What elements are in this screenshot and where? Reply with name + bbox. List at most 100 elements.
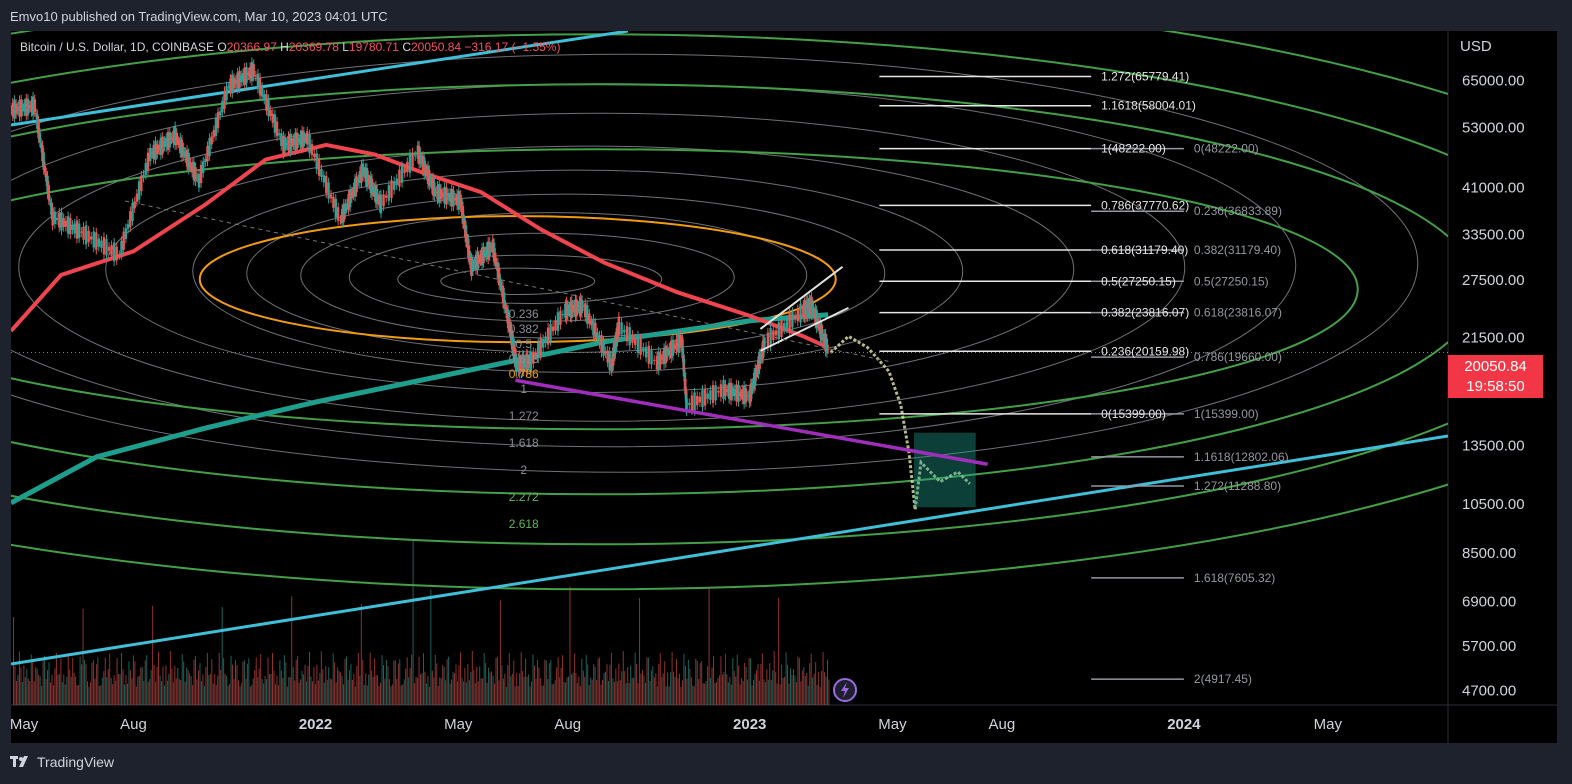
tradingview-brand[interactable]: TradingView [10, 754, 114, 770]
price-candle [623, 329, 626, 333]
volume-bar [66, 676, 68, 705]
price-candle [100, 240, 103, 248]
price-candle [30, 100, 33, 113]
price-candle [617, 316, 621, 335]
volume-bar [667, 672, 669, 705]
volume-bar [492, 675, 494, 705]
volume-bar [779, 684, 781, 705]
price-axis-tick: 33500.00 [1462, 226, 1525, 243]
volume-bar [286, 686, 288, 705]
price-candle [428, 169, 431, 186]
price-candle [248, 66, 252, 79]
volume-bar [193, 659, 195, 705]
volume-bar [560, 667, 562, 705]
price-candle [780, 320, 783, 337]
volume-bar [494, 683, 495, 705]
price-candle [482, 246, 485, 264]
fib-circle-label: 1 [520, 382, 527, 396]
volume-bar [359, 675, 361, 705]
price-candle [124, 228, 128, 239]
price-candle [693, 392, 696, 411]
fib-extension-label: 1.1618(58004.01) [1101, 99, 1196, 113]
price-candle [374, 185, 378, 204]
price-candle [711, 385, 715, 403]
currency-label[interactable]: USD [1460, 38, 1492, 55]
fib-extension-label: 0.618(31179.40) [1101, 243, 1188, 257]
volume-bar [143, 680, 145, 705]
volume-bar [81, 664, 83, 705]
volume-bar [801, 670, 803, 705]
price-candle [592, 318, 595, 336]
brand-name: TradingView [37, 754, 115, 770]
price-candle [551, 326, 555, 332]
price-candle [539, 338, 542, 356]
price-candle [137, 181, 141, 200]
volume-bar [569, 586, 571, 705]
symbol-title[interactable]: Bitcoin / U.S. Dollar, 1D, COINBASE [20, 40, 215, 54]
volume-bar [572, 672, 574, 705]
price-candle [731, 387, 735, 397]
volume-bar [112, 684, 114, 705]
volume-bar [13, 617, 14, 705]
volume-bar [642, 670, 643, 705]
volume-bar [33, 681, 35, 705]
volume-bar [285, 662, 287, 705]
price-candle [66, 216, 70, 234]
volume-bar [483, 653, 485, 705]
price-candle [426, 165, 430, 184]
price-candle [38, 132, 42, 143]
price-axis-tick: 13500.00 [1462, 437, 1525, 454]
volume-bar [751, 685, 753, 705]
volume-bar [326, 680, 328, 705]
volume-bar [562, 655, 564, 705]
volume-bar [707, 666, 709, 705]
volume-bar [406, 657, 408, 705]
volume-bar [135, 686, 137, 705]
price-candle [243, 67, 246, 85]
volume-bar [200, 681, 202, 705]
volume-bar [171, 668, 173, 705]
volume-bar [258, 668, 260, 705]
volume-bar [391, 684, 393, 705]
volume-bar [257, 677, 259, 705]
price-candle [339, 219, 342, 221]
price-candle [403, 168, 406, 174]
volume-bar [64, 684, 66, 705]
volume-bar [23, 665, 25, 705]
price-candle [769, 328, 772, 347]
volume-bar [536, 659, 538, 705]
volume-bar [203, 685, 205, 705]
price-candle [488, 241, 491, 257]
price-candle [565, 301, 568, 320]
volume-bar [69, 669, 71, 705]
price-candle [671, 339, 675, 356]
price-candle [659, 353, 662, 365]
price-candle [352, 187, 355, 196]
volume-bar [187, 669, 189, 705]
volume-bar [434, 654, 436, 705]
volume-bar [769, 663, 771, 705]
volume-bar [735, 676, 737, 705]
volume-bar [639, 597, 641, 705]
volume-bar [557, 657, 559, 705]
volume-bar [366, 685, 368, 705]
volume-bar [109, 653, 111, 705]
volume-bar [606, 664, 608, 705]
price-candle [722, 380, 725, 400]
price-candle [678, 334, 682, 348]
volume-bar [636, 663, 638, 705]
price-candle [115, 246, 118, 261]
price-candle [166, 132, 170, 150]
volume-bar [607, 680, 609, 705]
volume-bar [202, 674, 204, 705]
price-candle [82, 226, 85, 240]
price-candle [500, 284, 503, 293]
price-candle [709, 390, 712, 400]
volume-bar [21, 681, 23, 705]
volume-bar [556, 667, 558, 705]
price-candle [541, 339, 545, 348]
volume-bar [482, 678, 484, 705]
price-candle [628, 327, 631, 346]
price-candle [231, 74, 234, 94]
